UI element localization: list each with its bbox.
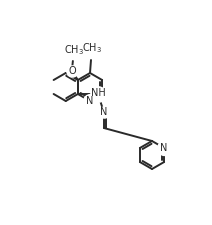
Text: N: N [100,107,107,117]
Text: CH$_3$: CH$_3$ [64,43,84,57]
Text: CH$_3$: CH$_3$ [82,41,102,55]
Text: O: O [68,66,76,76]
Text: N: N [86,96,94,106]
Text: NH: NH [91,88,105,99]
Text: N: N [160,143,168,153]
